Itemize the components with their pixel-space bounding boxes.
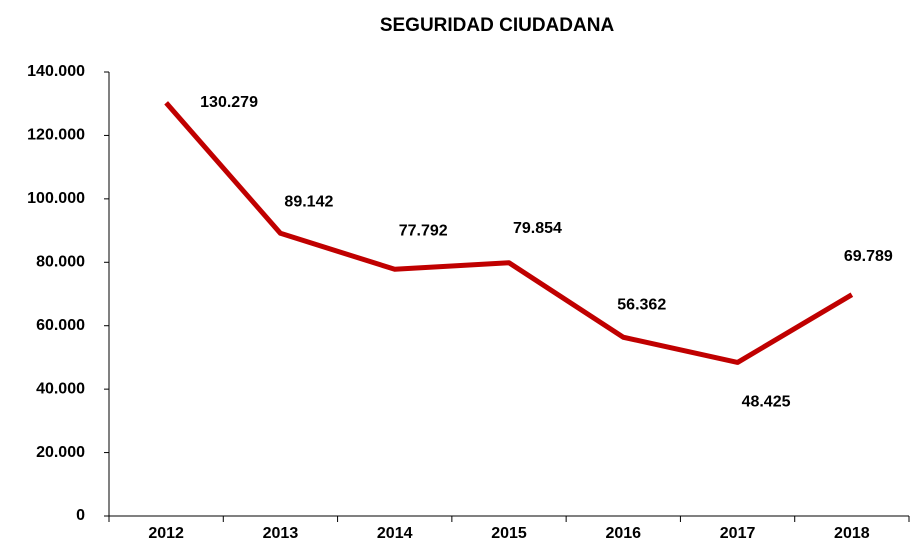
y-tick-label: 80.000 — [36, 254, 85, 271]
y-tick-label: 0 — [76, 507, 85, 524]
y-tick-label: 40.000 — [36, 380, 85, 397]
y-tick-label: 60.000 — [36, 317, 85, 334]
data-label: 69.789 — [844, 248, 893, 265]
y-tick-label: 140.000 — [27, 63, 85, 80]
chart-title: SEGURIDAD CIUDADANA — [380, 15, 615, 36]
data-label: 77.792 — [399, 223, 448, 240]
data-label: 48.425 — [742, 394, 791, 411]
data-label: 79.854 — [513, 220, 562, 237]
x-tick-label: 2012 — [148, 525, 184, 542]
x-tick-label: 2016 — [605, 525, 641, 542]
x-tick-label: 2015 — [491, 525, 527, 542]
y-tick-label: 120.000 — [27, 127, 85, 144]
x-tick-label: 2018 — [834, 525, 870, 542]
x-tick-label: 2017 — [720, 525, 756, 542]
x-tick-label: 2013 — [263, 525, 299, 542]
line-series — [164, 101, 854, 365]
x-tick-label: 2014 — [377, 525, 413, 542]
y-tick-label: 20.000 — [36, 444, 85, 461]
data-label: 89.142 — [284, 194, 333, 211]
data-label: 56.362 — [617, 296, 666, 313]
y-tick-label: 100.000 — [27, 190, 85, 207]
data-label: 130.279 — [200, 94, 258, 111]
